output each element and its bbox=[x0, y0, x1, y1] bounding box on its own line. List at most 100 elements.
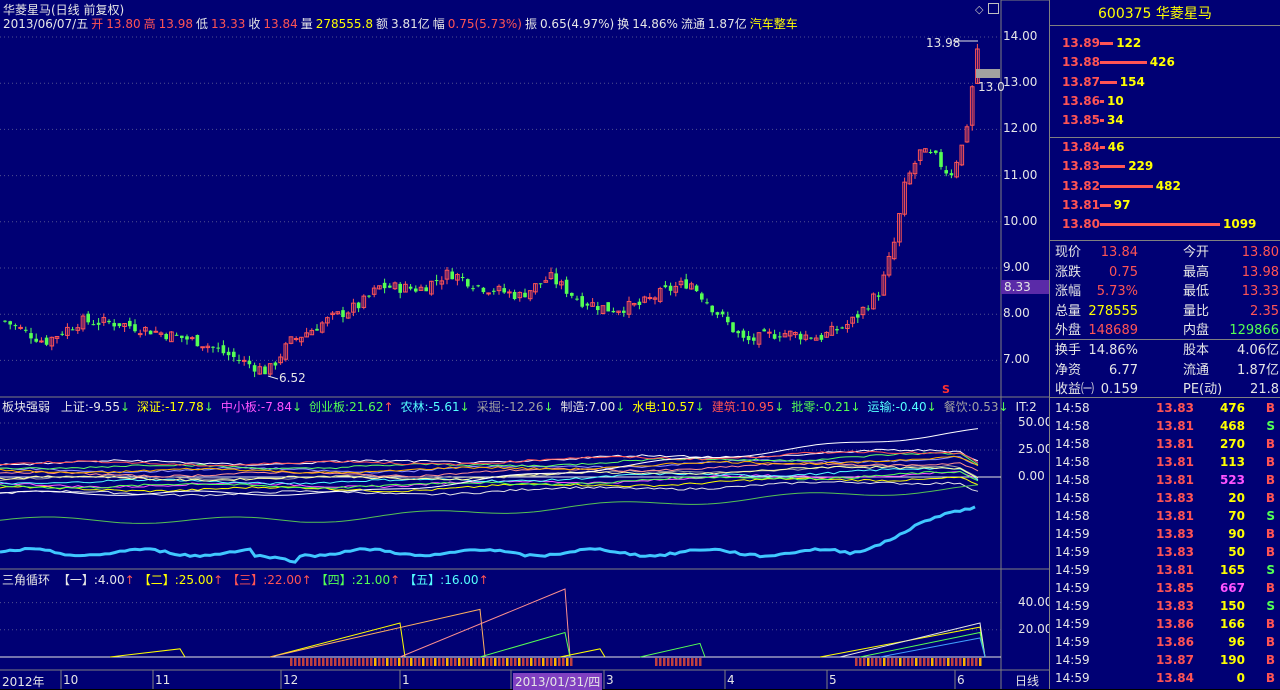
time-axis-label: 6 bbox=[957, 673, 965, 687]
signal-bar bbox=[426, 658, 429, 666]
candle bbox=[907, 170, 913, 185]
signal-bar bbox=[418, 658, 421, 666]
tick-time: 14:59 bbox=[1055, 617, 1090, 631]
signal-bar bbox=[458, 658, 461, 666]
stat-value: 13.33 bbox=[1241, 284, 1279, 299]
candle bbox=[575, 295, 579, 301]
signal-bar bbox=[979, 658, 982, 666]
tick-price: 13.81 bbox=[1156, 509, 1194, 523]
sector-item: 上证:-9.55↓ bbox=[60, 400, 131, 414]
candle bbox=[772, 329, 777, 340]
tick-volume: 113 bbox=[1219, 455, 1245, 469]
signal-bar bbox=[911, 658, 914, 666]
candle bbox=[377, 285, 382, 290]
price-axis-label: 12.00 bbox=[1003, 121, 1038, 136]
sector-item: 建筑:10.95↓ bbox=[711, 400, 785, 414]
candle bbox=[496, 284, 502, 295]
triangle-item-arrow: ↑ bbox=[301, 573, 312, 587]
order-book-row: 13.88 426 bbox=[1050, 53, 1280, 72]
candle bbox=[439, 276, 445, 290]
signal-bar bbox=[450, 658, 453, 666]
candle bbox=[361, 294, 367, 310]
tick-volume: 523 bbox=[1219, 473, 1245, 487]
diamond-icon[interactable]: ◇ bbox=[975, 3, 984, 16]
candle bbox=[398, 281, 402, 299]
candle bbox=[580, 292, 584, 309]
tick-row: 14:58 13.81 468 S bbox=[1050, 417, 1280, 435]
candle bbox=[934, 150, 938, 155]
candle bbox=[367, 294, 371, 299]
signal-bar bbox=[895, 658, 898, 666]
tick-price: 13.81 bbox=[1156, 419, 1194, 433]
stat-label: 量比 bbox=[1183, 303, 1210, 319]
candle bbox=[283, 341, 289, 362]
signal-bar bbox=[314, 658, 317, 666]
signal-bar bbox=[570, 658, 573, 666]
signal-bar bbox=[402, 658, 405, 666]
volume-label: 量 bbox=[300, 17, 313, 31]
signal-bar bbox=[294, 658, 297, 666]
candle bbox=[678, 277, 684, 288]
candle bbox=[600, 305, 606, 315]
triangle-item-name: 【五】 bbox=[404, 573, 441, 587]
candle bbox=[185, 334, 189, 345]
order-volume-bar bbox=[1100, 184, 1153, 188]
signal-bar bbox=[326, 658, 329, 666]
signal-bar bbox=[394, 658, 397, 666]
open-label: 开 bbox=[91, 17, 104, 31]
candle bbox=[257, 362, 263, 375]
sector-item-value: -12.26 bbox=[504, 400, 544, 414]
signal-bar bbox=[518, 658, 521, 666]
sector-item-arrow: ↑ bbox=[383, 400, 394, 414]
stat-label: 内盘 bbox=[1183, 323, 1210, 338]
signal-bar bbox=[430, 658, 433, 666]
candle bbox=[798, 331, 803, 345]
tick-volume: 0 bbox=[1236, 671, 1245, 685]
signal-bar bbox=[655, 658, 658, 666]
period-label[interactable]: 日线 bbox=[1015, 674, 1040, 688]
candle bbox=[756, 332, 762, 348]
sector-line-low bbox=[0, 484, 979, 524]
candle bbox=[819, 332, 824, 343]
candle bbox=[964, 124, 970, 143]
stat-value: 278555 bbox=[1088, 303, 1138, 319]
signal-bar bbox=[330, 658, 333, 666]
candle bbox=[663, 280, 668, 289]
tick-direction: S bbox=[1266, 419, 1275, 433]
triangle-line bbox=[479, 631, 571, 658]
price-axis-label: 7.00 bbox=[1003, 352, 1030, 367]
signal-bar bbox=[474, 658, 477, 666]
candle bbox=[668, 282, 673, 296]
sector-strength-header: 板块强弱 上证:-9.55↓ 深证:-17.78↓ 中小板:-7.84↓ 创业板:21… bbox=[2, 398, 1037, 415]
main-chart-area[interactable] bbox=[0, 0, 1049, 689]
maximize-icon[interactable] bbox=[988, 3, 999, 14]
candle bbox=[626, 296, 632, 318]
signal-bar bbox=[959, 658, 962, 666]
stat-value: 6.77 bbox=[1109, 362, 1138, 378]
order-volume: 426 bbox=[1149, 55, 1175, 70]
tick-row: 14:58 13.83 476 B bbox=[1050, 399, 1280, 417]
info-date: 2013/06/07/五 bbox=[3, 17, 89, 31]
candle bbox=[392, 281, 398, 291]
chart-background bbox=[0, 0, 1049, 689]
candle bbox=[684, 273, 688, 290]
sector-name[interactable]: 汽车整车 bbox=[749, 17, 798, 31]
sector-item-value: -9.55 bbox=[88, 400, 120, 414]
signal-bar bbox=[434, 658, 437, 666]
triangle-item: 【二】:25.00↑ bbox=[138, 573, 224, 587]
signal-bar bbox=[675, 658, 678, 666]
sector-item-value: 21.62 bbox=[349, 400, 384, 414]
order-price: 13.86 bbox=[1062, 93, 1100, 108]
tick-row: 14:58 13.81 113 B bbox=[1050, 453, 1280, 471]
signal-bar bbox=[498, 658, 501, 666]
order-book-row: 13.80 1099 bbox=[1050, 215, 1280, 234]
order-volume: 46 bbox=[1107, 140, 1125, 154]
float-label: 流通 bbox=[680, 17, 705, 31]
stat-value: 13.84 bbox=[1100, 245, 1138, 260]
candle bbox=[886, 252, 892, 278]
candle bbox=[954, 160, 959, 179]
tick-row: 14:59 13.85 667 B bbox=[1050, 579, 1280, 597]
tick-row: 14:59 13.86 166 B bbox=[1050, 615, 1280, 633]
signal-bar bbox=[871, 658, 874, 666]
candle bbox=[673, 281, 679, 297]
